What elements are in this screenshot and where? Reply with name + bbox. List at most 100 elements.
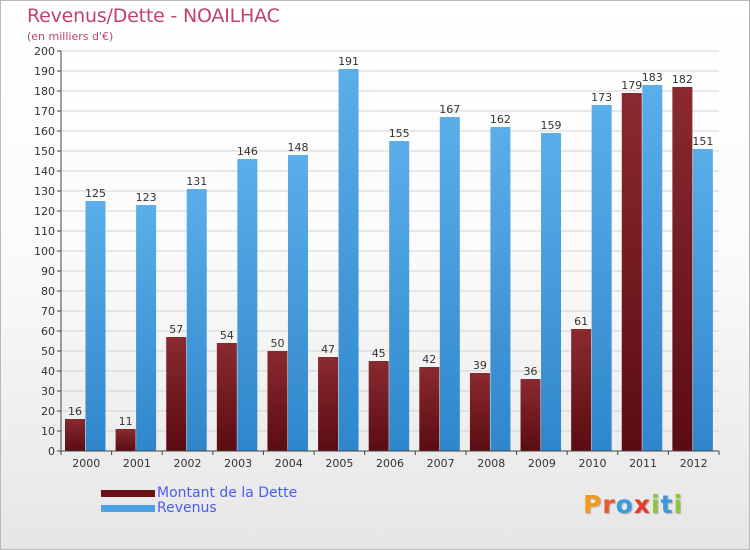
y-tick-label: 140: [34, 165, 55, 178]
bar-revenus: [490, 127, 511, 451]
data-label-dette: 61: [574, 315, 588, 328]
axes: 0 10 20 30 40 50 60 70 80 90 100 110 120 130 140 150 160…: [34, 45, 720, 470]
bar-revenus: [642, 85, 663, 451]
bar-revenus: [338, 69, 359, 451]
data-labels: 16 125 11 123 57 131 54 146 50 148 47 191 45 155 42 167…: [68, 55, 713, 428]
x-tick-label: 2004: [275, 457, 303, 470]
bar-dette: [571, 329, 592, 451]
bar-dette: [368, 361, 389, 451]
bar-revenus: [389, 141, 410, 451]
bar-dette: [166, 337, 187, 451]
bar-dette: [318, 357, 339, 451]
bar-revenus: [541, 133, 562, 451]
x-tick-label: 2002: [174, 457, 202, 470]
bar-revenus: [186, 189, 207, 451]
x-tick-label: 2008: [477, 457, 505, 470]
bar-revenus: [136, 205, 157, 451]
y-tick-label: 90: [41, 265, 55, 278]
data-label-revenus: 173: [591, 91, 612, 104]
logo-letter: t: [660, 490, 674, 519]
bar-revenus: [85, 201, 106, 451]
bar-dette: [115, 429, 136, 451]
y-tick-label: 130: [34, 185, 55, 198]
data-label-dette: 45: [372, 347, 386, 360]
bar-revenus: [692, 149, 713, 451]
data-label-revenus: 155: [389, 127, 410, 140]
data-label-dette: 11: [119, 415, 133, 428]
data-label-dette: 57: [169, 323, 183, 336]
y-tick-label: 20: [41, 405, 55, 418]
bar-dette: [469, 373, 490, 451]
bar-dette: [520, 379, 541, 451]
data-label-revenus: 167: [439, 103, 460, 116]
bar-dette: [672, 87, 693, 451]
data-label-revenus: 125: [85, 187, 106, 200]
logo-letter: P: [583, 490, 603, 519]
bars: [65, 69, 713, 451]
data-label-revenus: 183: [642, 71, 663, 84]
y-tick-label: 110: [34, 225, 55, 238]
x-tick-label: 2005: [325, 457, 353, 470]
bar-dette: [621, 93, 642, 451]
x-tick-label: 2000: [72, 457, 100, 470]
y-tick-label: 50: [41, 345, 55, 358]
data-label-dette: 36: [524, 365, 538, 378]
legend-label-dette: Montant de la Dette: [157, 485, 298, 501]
data-label-revenus: 123: [136, 191, 157, 204]
data-label-revenus: 146: [237, 145, 258, 158]
bar-revenus: [591, 105, 612, 451]
data-label-dette: 54: [220, 329, 234, 342]
y-tick-label: 0: [48, 445, 55, 458]
logo-letter: r: [602, 490, 616, 519]
y-tick-label: 190: [34, 65, 55, 78]
data-label-revenus: 148: [287, 141, 308, 154]
logo-letter: i: [651, 490, 661, 519]
logo-letter: x: [633, 490, 651, 519]
data-label-dette: 42: [422, 353, 436, 366]
legend-label-revenus: Revenus: [157, 500, 217, 516]
proxiti-logo: Proxiti: [583, 490, 683, 519]
y-tick-label: 200: [34, 45, 55, 58]
data-label-revenus: 191: [338, 55, 359, 68]
bar-dette: [216, 343, 237, 451]
y-tick-label: 150: [34, 145, 55, 158]
y-tick-label: 160: [34, 125, 55, 138]
bar-dette: [419, 367, 440, 451]
data-label-revenus: 159: [541, 119, 562, 132]
legend-swatch-revenus: [101, 505, 155, 512]
bar-dette: [267, 351, 288, 451]
data-label-dette: 182: [672, 73, 693, 86]
x-tick-label: 2009: [528, 457, 556, 470]
data-label-dette: 39: [473, 359, 487, 372]
y-tick-label: 120: [34, 205, 55, 218]
y-tick-label: 40: [41, 365, 55, 378]
y-tick-label: 70: [41, 305, 55, 318]
x-tick-label: 2006: [376, 457, 404, 470]
data-label-dette: 16: [68, 405, 82, 418]
data-label-dette: 50: [270, 337, 284, 350]
y-tick-label: 180: [34, 85, 55, 98]
bar-revenus: [287, 155, 308, 451]
y-tick-label: 30: [41, 385, 55, 398]
chart-title: Revenus/Dette - NOAILHAC: [27, 5, 280, 27]
x-tick-label: 2012: [680, 457, 708, 470]
data-label-revenus: 151: [692, 135, 713, 148]
data-label-dette: 179: [621, 79, 642, 92]
x-tick-label: 2003: [224, 457, 252, 470]
bar-revenus: [237, 159, 258, 451]
legend-swatch-dette: [101, 490, 155, 497]
data-label-revenus: 131: [186, 175, 207, 188]
x-tick-label: 2001: [123, 457, 151, 470]
logo-letter: i: [673, 490, 684, 519]
x-tick-label: 2010: [578, 457, 606, 470]
bar-dette: [65, 419, 85, 451]
y-tick-label: 170: [34, 105, 55, 118]
y-tick-label: 10: [41, 425, 55, 438]
y-tick-label: 100: [34, 245, 55, 258]
data-label-dette: 47: [321, 343, 335, 356]
x-tick-label: 2007: [427, 457, 455, 470]
data-label-revenus: 162: [490, 113, 511, 126]
y-tick-label: 60: [41, 325, 55, 338]
